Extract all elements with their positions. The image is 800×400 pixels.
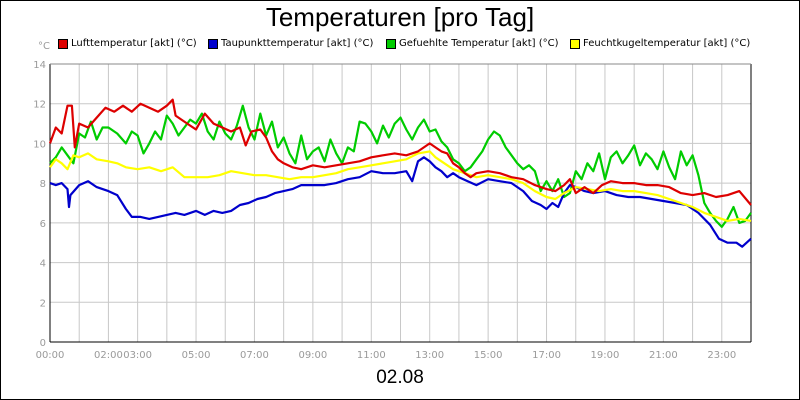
x-tick-label: 13:00 — [415, 350, 444, 361]
x-tick-label: 11:00 — [357, 350, 386, 361]
series-line-gefuehlte-temperatur — [49, 104, 752, 228]
x-tick-label: 23:00 — [707, 350, 736, 361]
x-tick-label: 00:00 — [36, 350, 65, 361]
series-line-feuchtkugeltemperatur — [49, 150, 752, 222]
legend-swatch — [570, 38, 580, 49]
legend-item-lufttemperatur: Lufttemperatur [akt] (°C) — [58, 38, 197, 49]
x-tick-label: 09:00 — [298, 350, 327, 361]
series-line-taupunkttemperatur — [49, 156, 752, 248]
y-tick-label: 10 — [33, 139, 46, 150]
legend-swatch — [386, 38, 396, 49]
x-tick-label: 02:00 — [94, 350, 123, 361]
x-tick-label: 03:00 — [123, 350, 152, 361]
legend-item-gefuehlte-temperatur: Gefuehlte Temperatur [akt] (°C) — [386, 38, 558, 49]
y-tick-label: 0 — [40, 338, 46, 349]
x-tick-label: 17:00 — [532, 350, 561, 361]
chart-title: Temperaturen [pro Tag] — [265, 2, 535, 32]
x-tick-label: 05:00 — [182, 350, 211, 361]
x-tick-label: 21:00 — [649, 350, 678, 361]
y-tick-label: 6 — [40, 219, 46, 230]
legend-label: Lufttemperatur [akt] (°C) — [71, 38, 197, 49]
legend-swatch — [208, 38, 218, 49]
legend-label: Feuchtkugeltemperatur [akt] (°C) — [583, 38, 751, 49]
legend-item-feuchtkugeltemperatur: Feuchtkugeltemperatur [akt] (°C) — [570, 38, 750, 49]
x-tick-label: 19:00 — [591, 350, 620, 361]
series-line-lufttemperatur — [48, 98, 752, 206]
y-tick-label: 2 — [40, 298, 46, 309]
y-tick-label: 4 — [40, 259, 46, 270]
legend-label: Gefuehlte Temperatur [akt] (°C) — [399, 38, 559, 49]
x-tick-label: 07:00 — [240, 350, 269, 361]
x-tick-label: 15:00 — [474, 350, 503, 361]
y-tick-label: 12 — [33, 100, 46, 111]
legend-label: Taupunkttemperatur [akt] (°C) — [221, 38, 374, 49]
legend-swatch — [58, 38, 68, 49]
y-axis-unit-label: °C — [38, 41, 50, 52]
legend-item-taupunkttemperatur: Taupunkttemperatur [akt] (°C) — [208, 38, 373, 49]
x-axis-date-label: 02.08 — [376, 367, 424, 388]
y-tick-label: 14 — [33, 60, 46, 71]
y-tick-label: 8 — [40, 179, 46, 190]
